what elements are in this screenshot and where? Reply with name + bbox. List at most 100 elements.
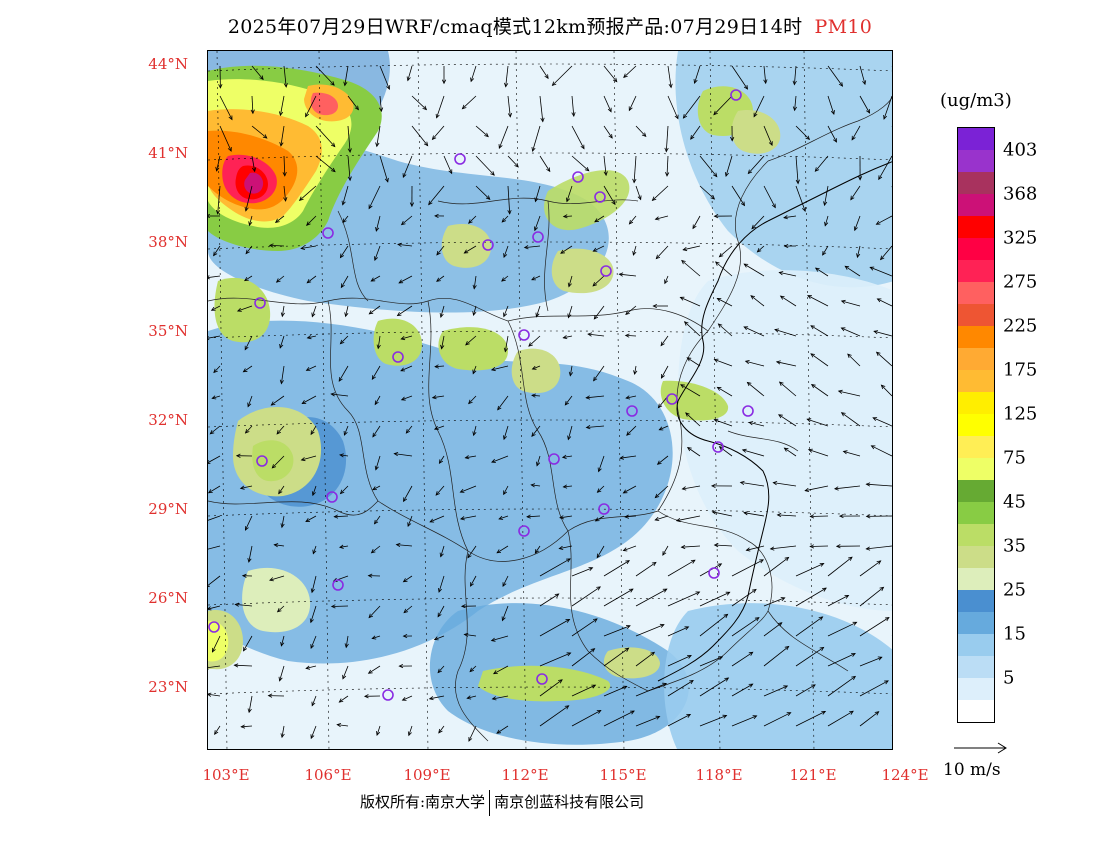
wind-vector-head [409,202,415,208]
wind-vector-shaft [403,575,413,583]
wind-vector-head [830,110,835,115]
wind-vector-head [679,296,685,301]
wind-vector-shaft [432,395,445,399]
wind-vector-head [809,514,815,519]
wind-vector-shaft [827,556,853,577]
wind-vector-head [865,514,871,519]
wind-vector-head [724,172,729,177]
wind-vector-shaft [827,65,843,87]
wind-vector-head [344,643,349,649]
wind-vector-head [865,546,871,551]
grid-latitude-line [208,330,892,339]
wind-vector-head [240,724,246,729]
wind-vector-shaft [795,711,826,727]
wind-vector-shaft [299,185,317,201]
wind-vector-shaft [279,335,285,349]
wind-vector-shaft [667,65,672,88]
wind-vector-head [819,646,825,652]
wind-vector-head [689,680,694,685]
grid-latitude-line [208,152,892,161]
wind-vector-head [400,336,406,341]
station-marker [208,621,220,633]
wind-vector-shaft [345,305,349,317]
wind-vector-shaft [748,155,765,174]
wind-vector-head [713,358,719,363]
wind-vector-head [402,578,408,583]
wind-vector-shaft [567,425,573,440]
wind-vector-head [821,711,827,715]
wind-vector-head [744,360,750,365]
wind-vector-shaft [502,605,509,621]
wind-vector-shaft [731,559,764,577]
wind-vector-head [628,219,634,225]
wind-vector-shaft [699,656,723,667]
wind-vector-shaft [891,186,892,188]
wind-vector-head [344,312,349,318]
wind-vector-shaft [401,395,413,401]
wind-vector-shaft [272,455,285,469]
wind-vector-head [340,283,345,289]
wind-vector-shaft [876,215,892,225]
wind-vector-shaft [379,95,382,112]
wind-vector-head [395,542,401,547]
wind-vector-shaft [436,95,445,118]
wind-vector-shaft [379,65,390,90]
wind-vector-head [662,682,668,687]
wind-vector-head [680,384,685,389]
wind-vector-head [802,207,806,212]
wind-vector-shaft [460,515,477,520]
wind-vector-head [373,519,379,525]
wind-vector-head [875,220,881,225]
wind-vector-shaft [524,245,541,248]
wind-vector-shaft [411,95,427,110]
wind-vector-head [212,647,216,653]
wind-vector-head [660,373,665,379]
grid-longitude-line [803,51,815,749]
wind-vector-shaft [408,725,413,736]
wind-vector-shaft [891,695,892,696]
wind-vector-shaft [603,560,630,577]
wind-vector-shaft [717,386,733,397]
wind-vector-shaft [492,695,509,700]
wind-vector-head [310,644,315,649]
wind-vector-head [504,82,509,88]
wind-vector-head [746,381,752,387]
station-marker [532,231,544,243]
wind-vector-head [429,518,435,523]
wind-vector-head [558,545,564,550]
wind-vector-head [431,135,437,141]
copyright-left: 版权所有:南京大学 [360,793,486,811]
colorbar-label: 325 [1003,227,1038,249]
colorbar-unit: (ug/m3) [940,90,1012,111]
wind-vector-shaft [467,695,477,699]
wind-vector-shaft [629,215,637,225]
wind-vector-head [778,271,784,276]
wind-vector-shaft [773,482,797,487]
wind-vector-shaft [667,655,692,667]
wind-vector-shaft [379,155,389,183]
wind-vector-shaft [594,215,605,223]
wind-vector-shaft [743,263,765,277]
wind-vector-head [484,132,489,138]
wind-vector-head [659,623,665,628]
wind-vector-head [588,567,594,571]
wind-vector-shaft [339,545,349,548]
forecast-map[interactable] [207,50,893,750]
wind-vector-shaft [531,394,541,397]
wind-vector-shaft [718,323,733,337]
wind-vector-head [566,558,571,563]
wind-vector-head [739,480,745,486]
wind-vector-shaft [563,215,573,217]
wind-vector-shaft [243,635,253,651]
wind-vector-head [805,135,811,141]
wind-vector-shaft [811,384,829,397]
wind-vector-shaft [248,695,253,713]
wind-vector-shaft [763,125,773,146]
wind-vector-head [441,79,447,85]
wind-vector-head [330,81,335,86]
concentration-field [208,51,892,749]
wind-vector-shaft [891,575,892,576]
station-marker [382,689,394,701]
colorbar-swatch [958,546,994,569]
wind-vector-shaft [539,558,571,577]
